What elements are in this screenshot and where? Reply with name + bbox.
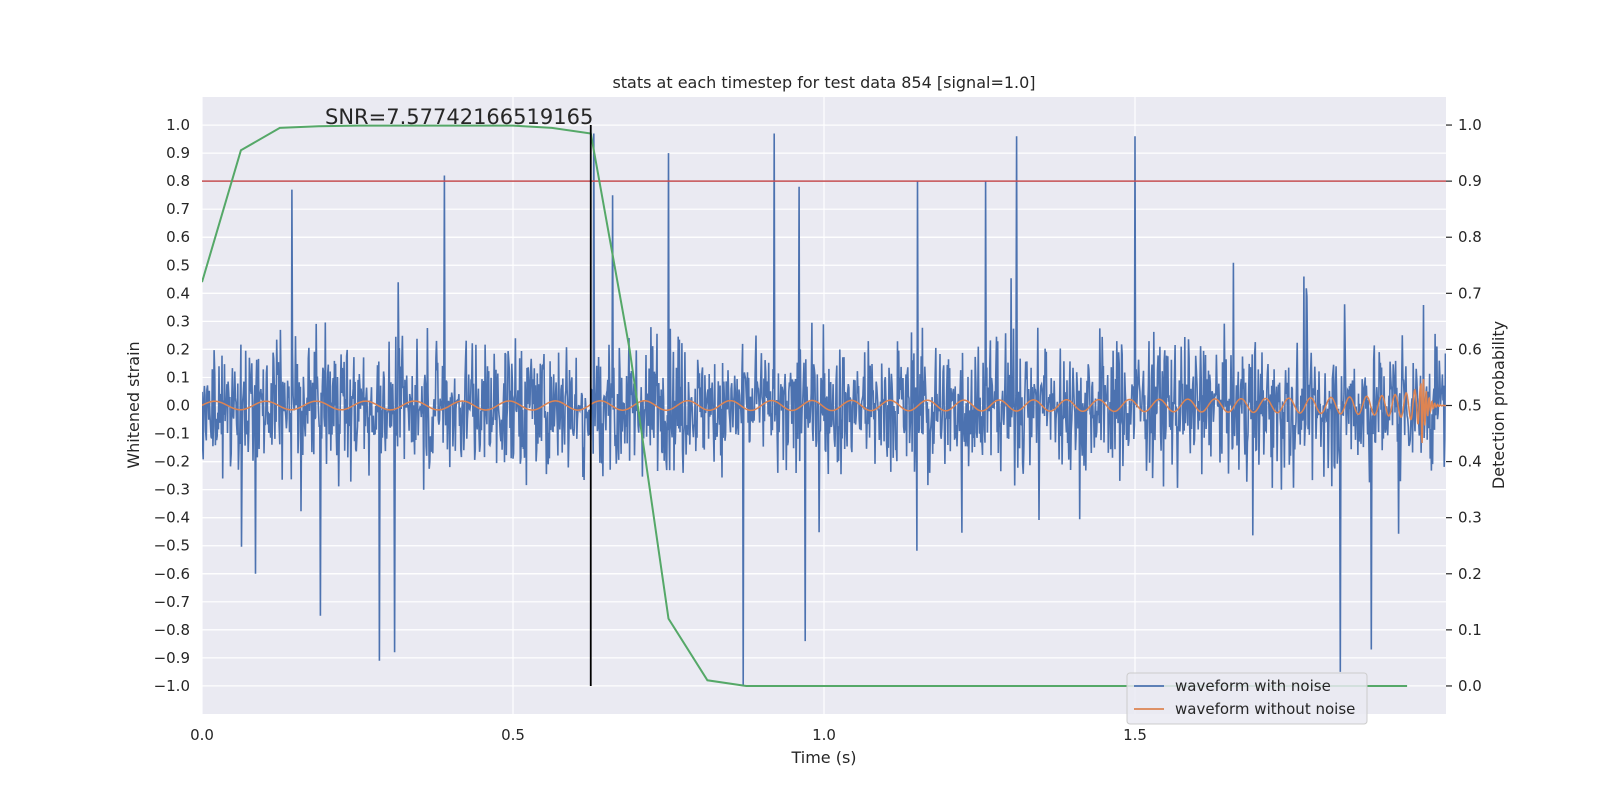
y-tick-label: −0.5 <box>154 537 190 555</box>
y-tick-label: 0.1 <box>166 368 190 386</box>
y-tick-label-right: 0.2 <box>1458 565 1482 583</box>
y-axis-label: Whitened strain <box>124 341 143 468</box>
y-tick-label-right: 0.5 <box>1458 397 1482 415</box>
x-tick-label: 0.5 <box>501 726 525 744</box>
y-tick-label: −1.0 <box>154 677 190 695</box>
legend-label-noise: waveform with noise <box>1175 677 1331 695</box>
x-tick-label: 1.0 <box>812 726 836 744</box>
x-tick-label: 0.0 <box>190 726 214 744</box>
y-tick-label: −0.3 <box>154 481 190 499</box>
x-tick-label: 1.5 <box>1123 726 1147 744</box>
y-tick-label-right: 0.7 <box>1458 284 1482 302</box>
legend-box <box>1126 672 1368 725</box>
y-axis-left: 1.0 0.9 0.8 0.7 0.6 0.5 0.4 0.3 0.2 0.1 0.0 −0.1 −0.… <box>154 116 190 695</box>
y-axis-right: 1.0 0.9 0.8 0.7 0.6 0.5 0.4 0.3 0.2 0.1 0.0 <box>1446 116 1482 695</box>
y-tick-label: 0.9 <box>166 144 190 162</box>
y-tick-label: −0.9 <box>154 649 190 667</box>
y-tick-label: 0.5 <box>166 256 190 274</box>
chart-title: stats at each timestep for test data 854… <box>612 73 1035 92</box>
y-tick-label: 0.8 <box>166 172 190 190</box>
y-tick-label-right: 0.9 <box>1458 172 1482 190</box>
y-tick-label: 1.0 <box>166 116 190 134</box>
y-tick-label: 0.2 <box>166 340 190 358</box>
y-tick-label: −0.4 <box>154 509 190 527</box>
y-tick-label: −0.7 <box>154 593 190 611</box>
y-tick-label-right: 0.6 <box>1458 340 1482 358</box>
y-tick-label-right: 0.4 <box>1458 453 1482 471</box>
series-waveform-without-noise <box>202 378 1446 444</box>
legend: waveform with noise waveform without noi… <box>1126 672 1368 725</box>
x-axis: 0.0 0.5 1.0 1.5 <box>190 726 1147 744</box>
y-tick-label: 0.7 <box>166 200 190 218</box>
snr-annotation: SNR=7.57742166519165 <box>325 105 593 129</box>
y-tick-label-right: 1.0 <box>1458 116 1482 134</box>
x-axis-label: Time (s) <box>790 748 856 767</box>
y-tick-label-right: 0.1 <box>1458 621 1482 639</box>
y-axis-label-right: Detection probability <box>1489 321 1508 489</box>
y-tick-label: −0.8 <box>154 621 190 639</box>
y-tick-label: 0.4 <box>166 284 190 302</box>
y-tick-label: 0.3 <box>166 312 190 330</box>
y-tick-label-right: 0.0 <box>1458 677 1482 695</box>
y-tick-label: −0.2 <box>154 453 190 471</box>
y-tick-label: −0.1 <box>154 425 190 443</box>
legend-label-clean: waveform without noise <box>1175 700 1355 718</box>
y-tick-label-right: 0.3 <box>1458 509 1482 527</box>
y-tick-label: −0.6 <box>154 565 190 583</box>
y-tick-label-right: 0.8 <box>1458 228 1482 246</box>
y-tick-label: 0.6 <box>166 228 190 246</box>
y-tick-label: 0.0 <box>166 397 190 415</box>
series-waveform-with-noise <box>202 133 1446 687</box>
